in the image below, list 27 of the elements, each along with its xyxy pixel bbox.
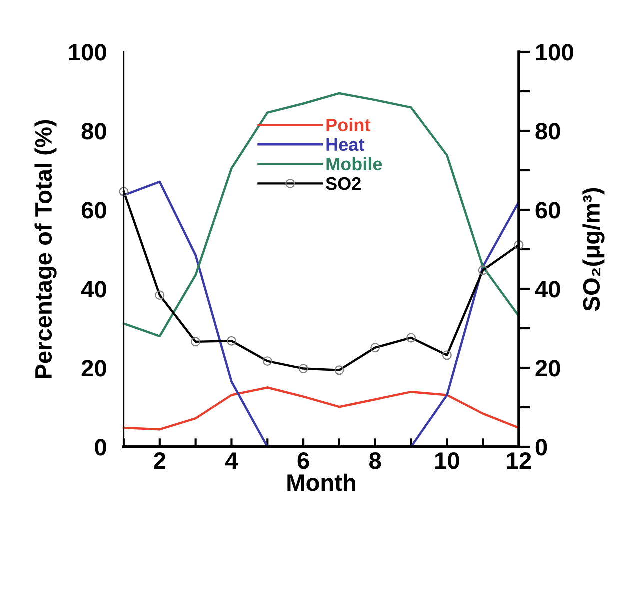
legend-label: Point (326, 118, 370, 132)
y2-tick-label: 40 (535, 281, 560, 298)
y2-tick-label: 0 (536, 439, 548, 456)
y2-tick-label: 60 (536, 202, 560, 219)
y-tick-label: 40 (81, 281, 106, 298)
x-tick-label: 8 (370, 452, 382, 470)
y2-tick-label: 80 (536, 123, 560, 140)
x-tick-label: 12 (507, 452, 532, 469)
x-tick-label: 10 (436, 452, 460, 470)
y-tick-label: 20 (82, 360, 106, 377)
y2-tick-label: 100 (536, 44, 574, 61)
x-tick-label: 6 (298, 452, 310, 470)
legend-label: Heat (326, 138, 364, 152)
y2-axis-title: SO₂(μg/m³) (582, 188, 605, 312)
legend-label: SO2 (326, 177, 361, 190)
x-axis-title: Month (288, 474, 356, 492)
y2-tick-label: 20 (536, 360, 560, 377)
y-tick-label: 0 (95, 439, 106, 456)
legend-label: Mobile (326, 157, 382, 171)
line-series (122, 92, 520, 338)
x-tick-label: 4 (226, 452, 238, 469)
y-tick-label: 80 (82, 123, 106, 140)
x-tick-label: 2 (154, 452, 166, 469)
y-tick-label: 60 (82, 202, 106, 219)
y-axis-title: Percentage of Total (%) (34, 120, 57, 378)
line-series (122, 386, 520, 431)
y-tick-label: 100 (69, 44, 106, 61)
